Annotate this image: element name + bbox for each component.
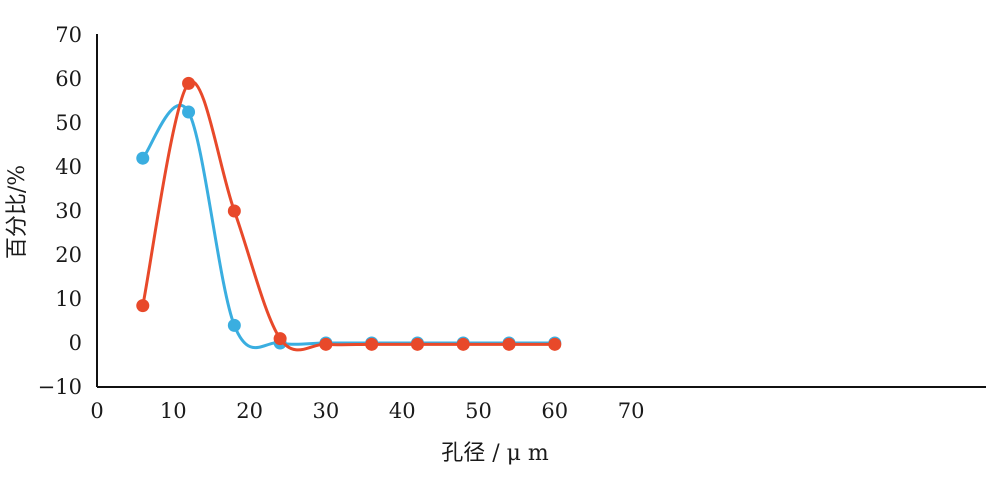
- x-tick-label: 70: [618, 399, 645, 423]
- x-tick-label: 10: [160, 399, 187, 423]
- series-1-point: [227, 318, 241, 332]
- y-tick-label: 60: [55, 67, 82, 91]
- x-tick-label: 30: [313, 399, 340, 423]
- y-tick-label: 0: [69, 331, 82, 355]
- x-tick-label: 40: [389, 399, 416, 423]
- x-tick-label: 50: [465, 399, 492, 423]
- y-tick-label: 10: [55, 287, 82, 311]
- series-2-point: [182, 76, 196, 90]
- series-1-point: [136, 151, 150, 165]
- y-tick-label: 50: [55, 111, 82, 135]
- y-axis-title: 百分比/%: [5, 165, 30, 259]
- series-line-1: [141, 103, 555, 350]
- series-2-point: [273, 332, 287, 346]
- series-2-point: [410, 337, 424, 351]
- series-2-point: [502, 337, 516, 351]
- y-tick-label: 70: [55, 23, 82, 47]
- y-tick-label: 40: [55, 155, 82, 179]
- y-tick-label: 20: [55, 243, 82, 267]
- x-axis-title: 孔径 / μ m: [441, 441, 549, 466]
- series-layer: [136, 76, 562, 352]
- y-tick-label: −10: [38, 375, 82, 399]
- y-tick-label: 30: [55, 199, 82, 223]
- series-line-2: [141, 80, 555, 352]
- series-2-point: [456, 337, 470, 351]
- series-2-point: [136, 299, 150, 313]
- x-tick-label: 20: [236, 399, 263, 423]
- series-2-point: [227, 204, 241, 218]
- series-2-point: [319, 337, 333, 351]
- x-tick-label: 0: [90, 399, 103, 423]
- series-2-point: [365, 337, 379, 351]
- series-1-point: [182, 105, 196, 119]
- x-tick-label: 60: [541, 399, 568, 423]
- series-2-point: [548, 337, 562, 351]
- axes: −10 0 10 20 30 40 50 60 70 0 10 20 30 40 50 60 70: [38, 23, 986, 423]
